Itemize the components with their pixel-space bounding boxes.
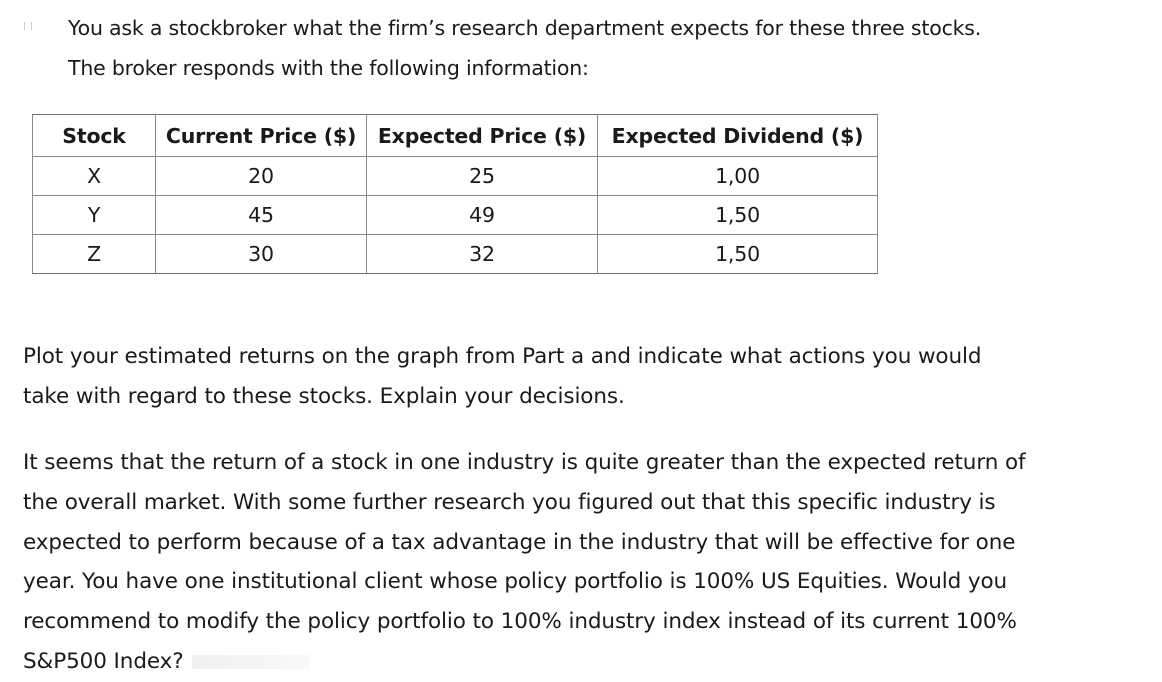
cell-expected-dividend: 1,50: [597, 195, 878, 235]
paragraph-line-5: recommend to modify the policy portfolio…: [23, 609, 1017, 635]
question-text: Plot your estimated returns on the graph…: [23, 337, 1113, 417]
table-header-row: Stock Current Price ($) Expected Price (…: [32, 114, 878, 157]
cell-stock: Z: [32, 234, 156, 274]
table-row: Z 30 32 1,50: [32, 234, 878, 274]
paragraph-line-2: the overall market. With some further re…: [23, 489, 996, 515]
header-expected-price: Expected Price ($): [366, 114, 598, 157]
cell-expected-dividend: 1,00: [597, 156, 878, 196]
header-expected-dividend: Expected Dividend ($): [597, 114, 878, 157]
paragraph-line-1: It seems that the return of a stock in o…: [23, 450, 1026, 475]
cell-stock: Y: [32, 195, 156, 235]
intro-line-1: You ask a stockbroker what the firm’s re…: [68, 16, 982, 40]
intro-line-2: The broker responds with the following i…: [68, 56, 589, 80]
cell-expected-dividend: 1,50: [597, 234, 878, 274]
question-line-1: Plot your estimated returns on the graph…: [23, 344, 982, 369]
table-row: X 20 25 1,00: [32, 156, 878, 196]
cell-current-price: 45: [155, 195, 367, 235]
paragraph-line-3: expected to perform because of a tax adv…: [23, 529, 1016, 555]
question-line-2: take with regard to these stocks. Explai…: [23, 384, 625, 409]
paragraph-line-6: S&P500 Index?: [23, 648, 184, 674]
faint-artifact: [191, 654, 310, 669]
cell-current-price: 30: [155, 234, 367, 274]
cell-current-price: 20: [155, 156, 367, 196]
cell-stock: X: [32, 156, 156, 196]
header-current-price: Current Price ($): [155, 114, 367, 157]
table-row: Y 45 49 1,50: [32, 195, 878, 235]
list-marker-icon: [24, 22, 32, 30]
intro-text: You ask a stockbroker what the firm’s re…: [68, 8, 1148, 88]
cell-expected-price: 49: [366, 195, 598, 235]
cell-expected-price: 25: [366, 156, 598, 196]
header-stock: Stock: [32, 114, 156, 157]
case-paragraph: It seems that the return of a stock in o…: [23, 443, 1113, 682]
paragraph-line-4: year. You have one institutional client …: [23, 569, 1008, 595]
paragraph-line-6-wrap: S&P500 Index?: [23, 642, 1113, 682]
stock-table: Stock Current Price ($) Expected Price (…: [32, 114, 878, 274]
cell-expected-price: 32: [366, 234, 598, 274]
